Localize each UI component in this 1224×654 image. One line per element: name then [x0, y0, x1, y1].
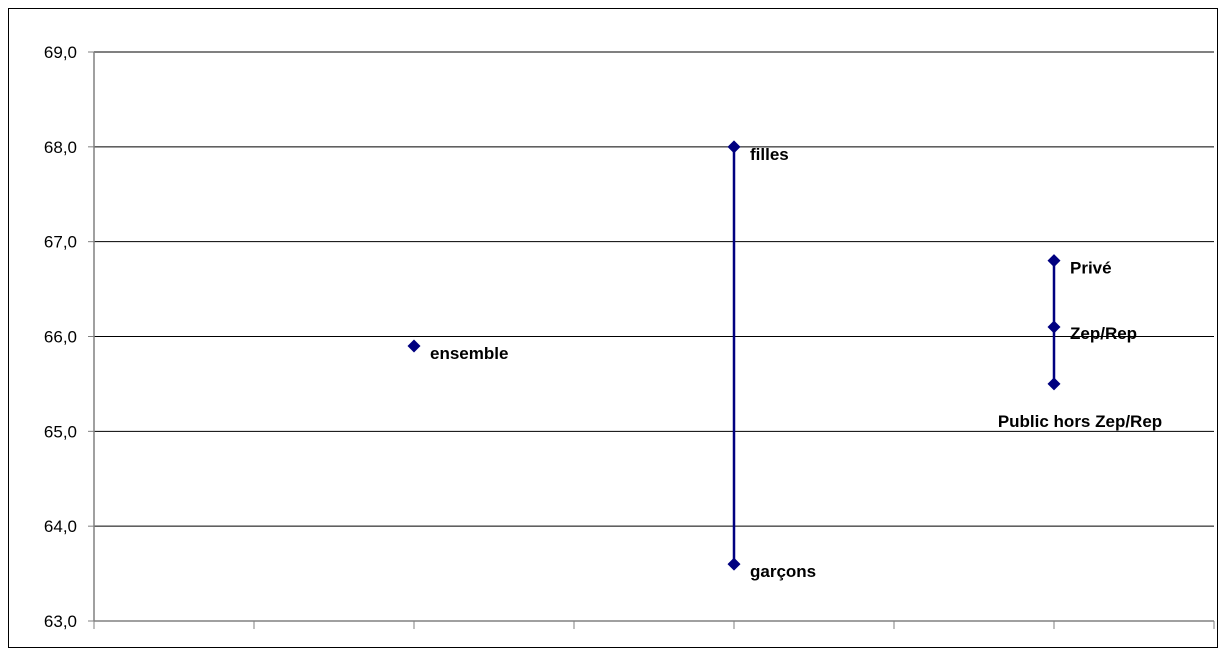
- point-label: garçons: [750, 562, 816, 581]
- point-label: filles: [750, 145, 789, 164]
- data-point: [727, 557, 741, 571]
- y-tick-label: 64,0: [44, 517, 77, 536]
- y-tick-label: 66,0: [44, 328, 77, 347]
- y-tick-label: 65,0: [44, 422, 77, 441]
- data-point: [727, 140, 741, 154]
- point-labels: ensemble filles garçons Privé Zep/Rep Public …: [430, 145, 1162, 581]
- y-tick-label: 67,0: [44, 233, 77, 252]
- axes: [88, 51, 1215, 629]
- point-label: ensemble: [430, 344, 508, 363]
- chart-svg: 63,0 64,0 65,0 66,0 67,0 68,0 69,0 ensemble fil…: [44, 43, 1215, 631]
- range-lines: [732, 146, 1056, 565]
- chart-frame: 63,0 64,0 65,0 66,0 67,0 68,0 69,0 ensemble fil…: [8, 8, 1218, 648]
- data-point: [1047, 377, 1061, 391]
- point-label: Public hors Zep/Rep: [998, 412, 1162, 431]
- gridlines: [94, 51, 1214, 527]
- y-tick-label: 68,0: [44, 138, 77, 157]
- y-tick-label: 63,0: [44, 612, 77, 631]
- data-point: [1047, 254, 1061, 268]
- y-tick-labels: 63,0 64,0 65,0 66,0 67,0 68,0 69,0: [44, 43, 77, 631]
- point-label: Zep/Rep: [1070, 324, 1137, 343]
- data-point: [407, 339, 421, 353]
- data-points: [407, 140, 1061, 571]
- data-point: [1047, 320, 1061, 334]
- point-label: Privé: [1070, 259, 1112, 278]
- y-tick-label: 69,0: [44, 43, 77, 62]
